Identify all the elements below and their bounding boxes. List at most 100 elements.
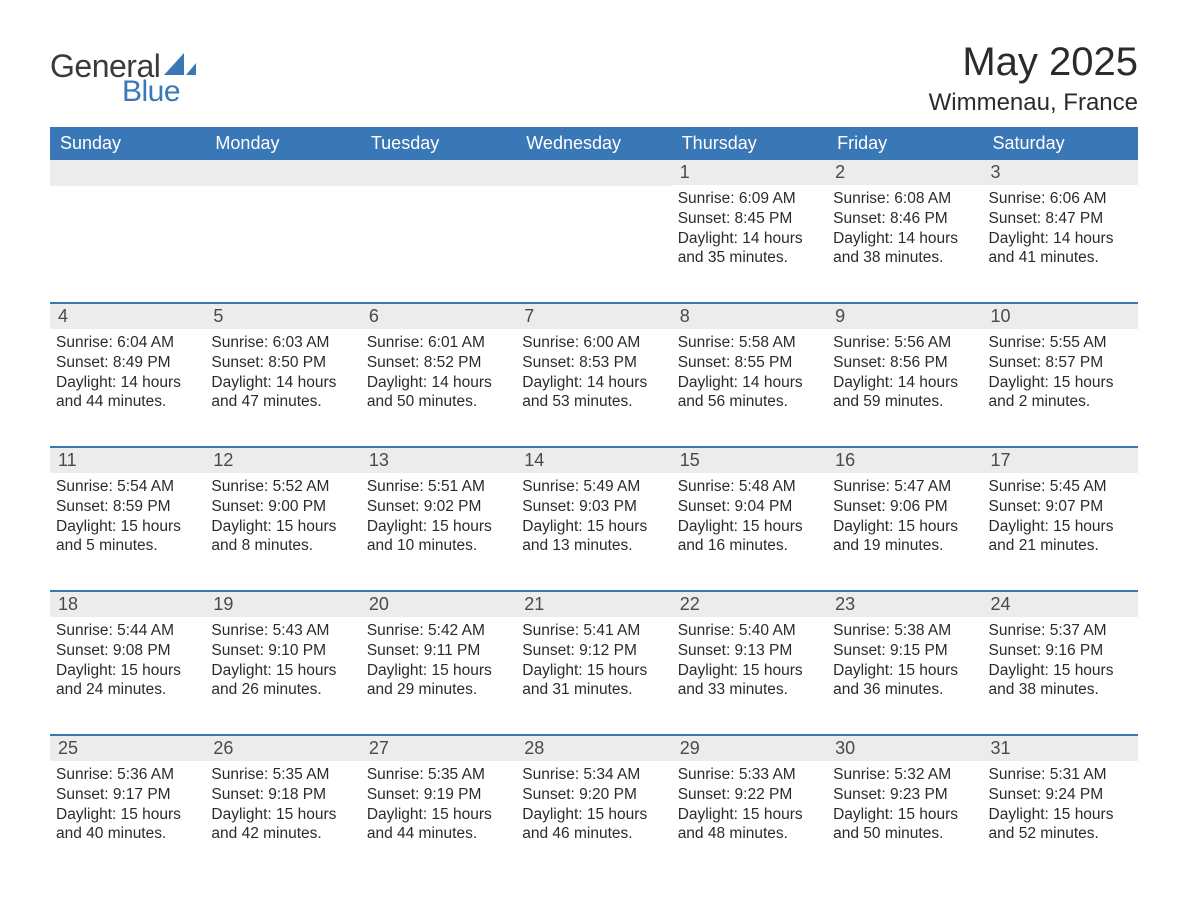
dow-cell: Wednesday bbox=[516, 127, 671, 160]
day-body: Sunrise: 5:31 AMSunset: 9:24 PMDaylight:… bbox=[983, 761, 1138, 850]
day-number: 7 bbox=[516, 304, 671, 329]
day-body: Sunrise: 5:52 AMSunset: 9:00 PMDaylight:… bbox=[205, 473, 360, 562]
day-body: Sunrise: 5:55 AMSunset: 8:57 PMDaylight:… bbox=[983, 329, 1138, 418]
day-body: Sunrise: 5:33 AMSunset: 9:22 PMDaylight:… bbox=[672, 761, 827, 850]
day-number: 5 bbox=[205, 304, 360, 329]
calendar: SundayMondayTuesdayWednesdayThursdayFrid… bbox=[50, 127, 1138, 866]
day-number: 21 bbox=[516, 592, 671, 617]
day-cell: 30Sunrise: 5:32 AMSunset: 9:23 PMDayligh… bbox=[827, 736, 982, 866]
dow-cell: Monday bbox=[205, 127, 360, 160]
day-cell: 22Sunrise: 5:40 AMSunset: 9:13 PMDayligh… bbox=[672, 592, 827, 722]
day-cell: 21Sunrise: 5:41 AMSunset: 9:12 PMDayligh… bbox=[516, 592, 671, 722]
day-body: Sunrise: 5:43 AMSunset: 9:10 PMDaylight:… bbox=[205, 617, 360, 706]
day-body: Sunrise: 5:44 AMSunset: 9:08 PMDaylight:… bbox=[50, 617, 205, 706]
day-body: Sunrise: 6:06 AMSunset: 8:47 PMDaylight:… bbox=[983, 185, 1138, 274]
day-cell: 6Sunrise: 6:01 AMSunset: 8:52 PMDaylight… bbox=[361, 304, 516, 434]
day-body: Sunrise: 5:42 AMSunset: 9:11 PMDaylight:… bbox=[361, 617, 516, 706]
day-cell: 5Sunrise: 6:03 AMSunset: 8:50 PMDaylight… bbox=[205, 304, 360, 434]
day-body: Sunrise: 5:35 AMSunset: 9:18 PMDaylight:… bbox=[205, 761, 360, 850]
day-number: 24 bbox=[983, 592, 1138, 617]
weeks-container: 1Sunrise: 6:09 AMSunset: 8:45 PMDaylight… bbox=[50, 160, 1138, 866]
day-body: Sunrise: 5:56 AMSunset: 8:56 PMDaylight:… bbox=[827, 329, 982, 418]
week-row: 11Sunrise: 5:54 AMSunset: 8:59 PMDayligh… bbox=[50, 446, 1138, 578]
day-body: Sunrise: 5:58 AMSunset: 8:55 PMDaylight:… bbox=[672, 329, 827, 418]
day-body: Sunrise: 6:04 AMSunset: 8:49 PMDaylight:… bbox=[50, 329, 205, 418]
day-number: 18 bbox=[50, 592, 205, 617]
day-cell bbox=[50, 160, 205, 290]
day-cell bbox=[361, 160, 516, 290]
empty-day-header bbox=[361, 160, 516, 186]
day-cell: 14Sunrise: 5:49 AMSunset: 9:03 PMDayligh… bbox=[516, 448, 671, 578]
day-body: Sunrise: 5:47 AMSunset: 9:06 PMDaylight:… bbox=[827, 473, 982, 562]
day-number: 27 bbox=[361, 736, 516, 761]
location: Wimmenau, France bbox=[929, 89, 1138, 117]
day-cell: 31Sunrise: 5:31 AMSunset: 9:24 PMDayligh… bbox=[983, 736, 1138, 866]
day-body: Sunrise: 5:54 AMSunset: 8:59 PMDaylight:… bbox=[50, 473, 205, 562]
logo-word-blue: Blue bbox=[122, 75, 196, 109]
day-cell: 4Sunrise: 6:04 AMSunset: 8:49 PMDaylight… bbox=[50, 304, 205, 434]
day-body: Sunrise: 5:32 AMSunset: 9:23 PMDaylight:… bbox=[827, 761, 982, 850]
week-row: 4Sunrise: 6:04 AMSunset: 8:49 PMDaylight… bbox=[50, 302, 1138, 434]
empty-day-header bbox=[50, 160, 205, 186]
day-cell bbox=[516, 160, 671, 290]
dow-cell: Tuesday bbox=[361, 127, 516, 160]
day-body: Sunrise: 6:01 AMSunset: 8:52 PMDaylight:… bbox=[361, 329, 516, 418]
day-number: 3 bbox=[983, 160, 1138, 185]
day-cell: 18Sunrise: 5:44 AMSunset: 9:08 PMDayligh… bbox=[50, 592, 205, 722]
day-number: 14 bbox=[516, 448, 671, 473]
day-number: 15 bbox=[672, 448, 827, 473]
day-cell: 28Sunrise: 5:34 AMSunset: 9:20 PMDayligh… bbox=[516, 736, 671, 866]
day-number: 30 bbox=[827, 736, 982, 761]
day-number: 25 bbox=[50, 736, 205, 761]
day-number: 11 bbox=[50, 448, 205, 473]
dow-cell: Saturday bbox=[983, 127, 1138, 160]
day-number: 1 bbox=[672, 160, 827, 185]
day-cell: 27Sunrise: 5:35 AMSunset: 9:19 PMDayligh… bbox=[361, 736, 516, 866]
day-cell: 2Sunrise: 6:08 AMSunset: 8:46 PMDaylight… bbox=[827, 160, 982, 290]
title-block: May 2025 Wimmenau, France bbox=[929, 40, 1138, 117]
day-number: 8 bbox=[672, 304, 827, 329]
day-cell: 13Sunrise: 5:51 AMSunset: 9:02 PMDayligh… bbox=[361, 448, 516, 578]
day-cell: 20Sunrise: 5:42 AMSunset: 9:11 PMDayligh… bbox=[361, 592, 516, 722]
day-number: 12 bbox=[205, 448, 360, 473]
day-body: Sunrise: 5:48 AMSunset: 9:04 PMDaylight:… bbox=[672, 473, 827, 562]
day-number: 31 bbox=[983, 736, 1138, 761]
day-cell: 16Sunrise: 5:47 AMSunset: 9:06 PMDayligh… bbox=[827, 448, 982, 578]
day-cell: 3Sunrise: 6:06 AMSunset: 8:47 PMDaylight… bbox=[983, 160, 1138, 290]
day-number: 28 bbox=[516, 736, 671, 761]
day-body: Sunrise: 6:03 AMSunset: 8:50 PMDaylight:… bbox=[205, 329, 360, 418]
day-number: 2 bbox=[827, 160, 982, 185]
day-body: Sunrise: 6:00 AMSunset: 8:53 PMDaylight:… bbox=[516, 329, 671, 418]
day-number: 6 bbox=[361, 304, 516, 329]
day-body: Sunrise: 5:41 AMSunset: 9:12 PMDaylight:… bbox=[516, 617, 671, 706]
day-cell: 8Sunrise: 5:58 AMSunset: 8:55 PMDaylight… bbox=[672, 304, 827, 434]
logo: General Blue bbox=[50, 40, 196, 109]
day-number: 13 bbox=[361, 448, 516, 473]
day-cell: 17Sunrise: 5:45 AMSunset: 9:07 PMDayligh… bbox=[983, 448, 1138, 578]
day-body: Sunrise: 5:37 AMSunset: 9:16 PMDaylight:… bbox=[983, 617, 1138, 706]
day-number: 17 bbox=[983, 448, 1138, 473]
day-cell bbox=[205, 160, 360, 290]
dow-cell: Thursday bbox=[672, 127, 827, 160]
day-number: 29 bbox=[672, 736, 827, 761]
day-cell: 12Sunrise: 5:52 AMSunset: 9:00 PMDayligh… bbox=[205, 448, 360, 578]
day-cell: 11Sunrise: 5:54 AMSunset: 8:59 PMDayligh… bbox=[50, 448, 205, 578]
empty-day-header bbox=[516, 160, 671, 186]
day-cell: 25Sunrise: 5:36 AMSunset: 9:17 PMDayligh… bbox=[50, 736, 205, 866]
day-cell: 24Sunrise: 5:37 AMSunset: 9:16 PMDayligh… bbox=[983, 592, 1138, 722]
day-number: 26 bbox=[205, 736, 360, 761]
dow-cell: Sunday bbox=[50, 127, 205, 160]
day-cell: 26Sunrise: 5:35 AMSunset: 9:18 PMDayligh… bbox=[205, 736, 360, 866]
day-body: Sunrise: 5:36 AMSunset: 9:17 PMDaylight:… bbox=[50, 761, 205, 850]
week-row: 1Sunrise: 6:09 AMSunset: 8:45 PMDaylight… bbox=[50, 160, 1138, 290]
day-body: Sunrise: 5:38 AMSunset: 9:15 PMDaylight:… bbox=[827, 617, 982, 706]
month-title: May 2025 bbox=[929, 40, 1138, 85]
day-number: 4 bbox=[50, 304, 205, 329]
day-number: 23 bbox=[827, 592, 982, 617]
day-cell: 10Sunrise: 5:55 AMSunset: 8:57 PMDayligh… bbox=[983, 304, 1138, 434]
day-cell: 19Sunrise: 5:43 AMSunset: 9:10 PMDayligh… bbox=[205, 592, 360, 722]
page: General Blue May 2025 Wimmenau, France S… bbox=[0, 0, 1188, 886]
day-number: 10 bbox=[983, 304, 1138, 329]
day-number: 9 bbox=[827, 304, 982, 329]
day-cell: 15Sunrise: 5:48 AMSunset: 9:04 PMDayligh… bbox=[672, 448, 827, 578]
